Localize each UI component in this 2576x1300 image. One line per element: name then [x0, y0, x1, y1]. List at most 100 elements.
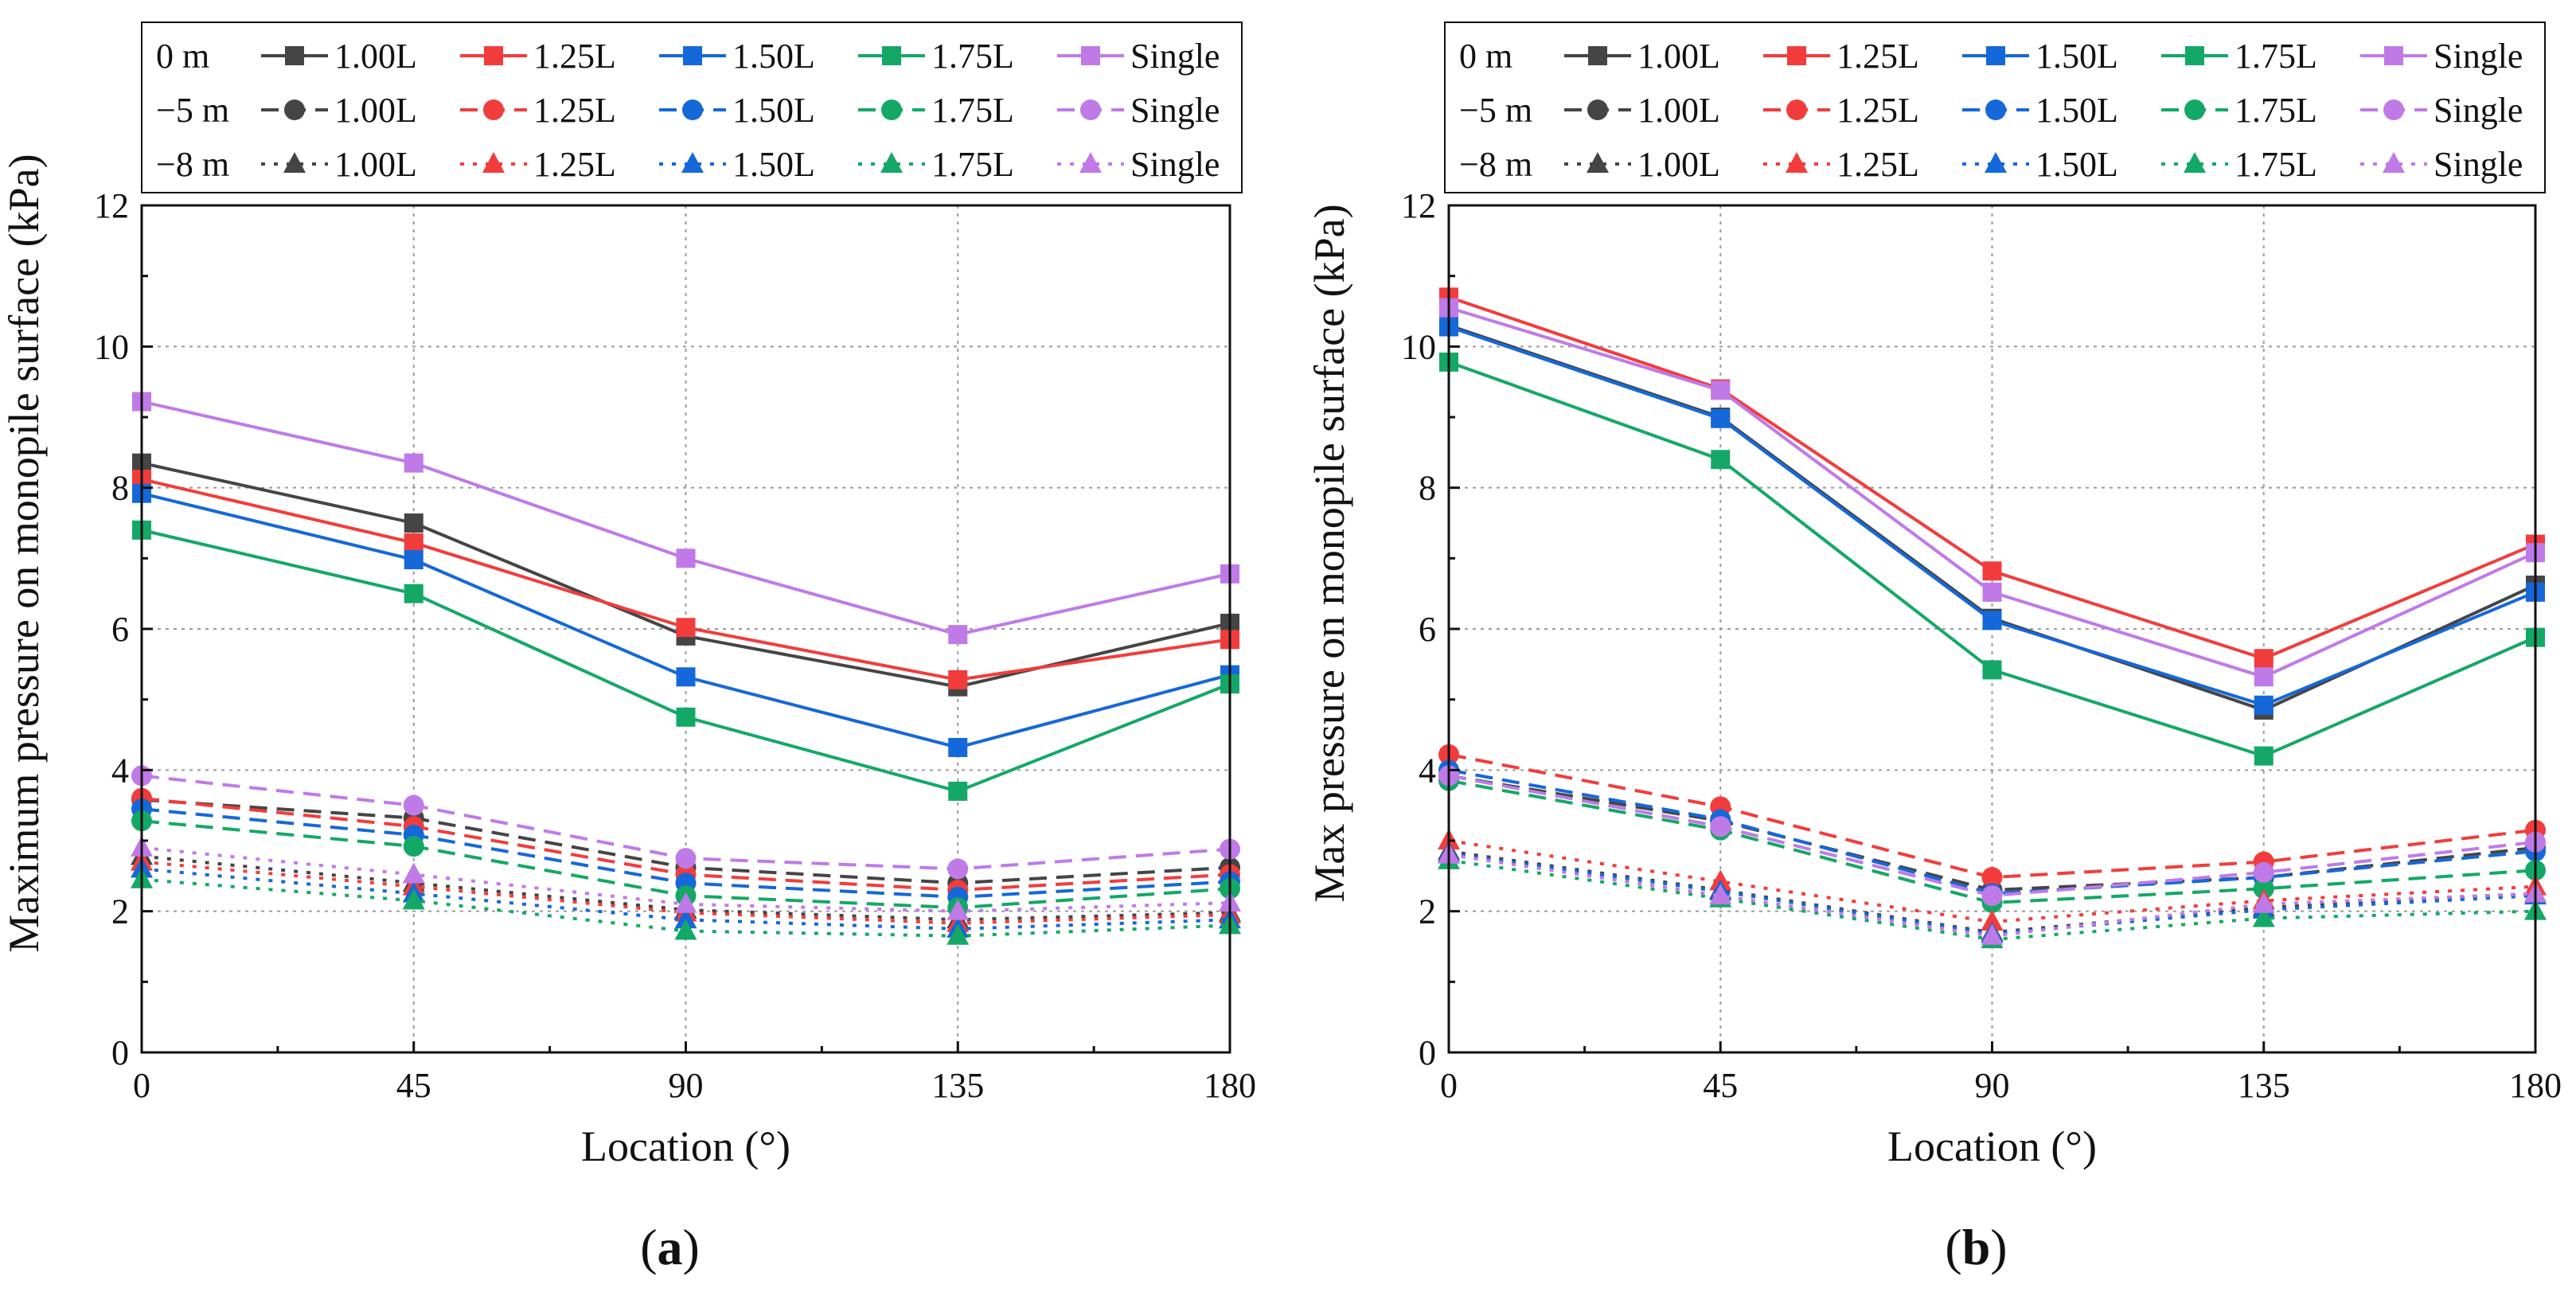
panel-a-ytick-label-0: 0: [111, 1033, 129, 1072]
panel-a-legend-depth-5-m: −5 m: [156, 91, 229, 130]
panel-a-panel-label: (a): [640, 1219, 700, 1275]
panel-a-legend-5-m-1-00l-marker: [284, 100, 305, 120]
panel-a-legend-8-m-1-25l-marker: [482, 152, 505, 173]
panel-b-ytick-label-10: 10: [1401, 327, 1436, 366]
panel-b-series-1-25l-5-m-point-90: [1981, 867, 2003, 888]
panel-a-legend-0-m-1-00l-marker: [285, 46, 304, 65]
panel-b-xtick-label-135: 135: [2238, 1066, 2290, 1105]
panel-b-legend-0-m-1-00l-marker: [1588, 46, 1607, 65]
panel-b-legend-0-m-1-25l-label: 1.25L: [1836, 37, 1919, 76]
panel-b-ytick-label-12: 12: [1401, 186, 1436, 225]
panel-a-legend-5-m-1-50l-label: 1.50L: [732, 91, 815, 130]
panel-b-series-single-0-m-point-90: [1982, 582, 2002, 602]
panel-b-legend-5-m-1-00l: 1.00L: [1564, 91, 1720, 130]
panel-a-series-single-8-m-line: [141, 845, 1231, 913]
panel-b-legend-0-m-1-25l: 1.25L: [1763, 37, 1919, 76]
panel-a-series-1-00l-8-m-line: [141, 854, 1231, 922]
panel-a-legend-8-m-1-25l: 1.25L: [460, 145, 616, 184]
panel-a-xtick-label-45: 45: [396, 1066, 431, 1105]
panel-b-series-1-75l-8-m-point-135: [2252, 906, 2275, 927]
panel-a-x-axis-label: Location (°): [581, 1122, 790, 1170]
panel-a-legend-5-m-1-75l-marker: [881, 100, 902, 120]
panel-b-legend-5-m-1-75l: 1.75L: [2161, 91, 2317, 130]
panel-a-series-single-0-m-point-90: [676, 548, 696, 568]
panel-a-series-1-25l-8-m-line: [141, 860, 1231, 925]
panel-b-legend-0-m-1-00l: 1.00L: [1564, 37, 1720, 76]
panel-a-ytick-label-6: 6: [111, 610, 129, 649]
panel-a-legend-0-m-1-50l: 1.50L: [659, 37, 815, 76]
panel-a-ytick-label-2: 2: [111, 892, 129, 931]
panel-b-legend-5-m-1-50l: 1.50L: [1962, 91, 2118, 130]
panel-b-legend-8-m-1-50l-marker: [1985, 152, 2007, 173]
panel-b-series-single-0-m-point-45: [1711, 381, 1731, 400]
panel-a-legend-8-m-1-75l-marker: [880, 152, 903, 173]
panel-a-series-single-0-m-point-45: [404, 453, 423, 473]
panel-a-legend-0-m-1-75l-label: 1.75L: [931, 37, 1014, 76]
panel-b-legend-8-m-single: Single: [2360, 145, 2523, 184]
panel-a-legend-8-m-1-00l-marker: [283, 152, 306, 173]
panel-b-legend-5-m-1-50l-label: 1.50L: [2035, 91, 2118, 130]
panel-a-ytick-label-12: 12: [94, 186, 129, 225]
panel-b-legend-8-m-1-75l-label: 1.75L: [2234, 145, 2317, 184]
panel-a-legend-5-m-single-marker: [1080, 100, 1101, 120]
panel-a-legend-8-m-single-marker: [1079, 152, 1102, 173]
panel-b-series-single-5-m-point-45: [1710, 816, 1731, 837]
panel-a-series-single-8-m-point-135: [946, 899, 970, 920]
panel-a-series-single-8-m-point-45: [402, 862, 425, 884]
panel-a-legend-5-m-1-25l: 1.25L: [460, 91, 616, 130]
panel-b-series-single-8-m: [1438, 842, 2547, 945]
panel-a-series-1-25l-0-m-point-45: [404, 533, 423, 552]
panel-b-legend-8-m-1-25l: 1.25L: [1763, 145, 1919, 184]
panel-a-series-1-50l-8-m-line: [141, 867, 1231, 931]
panel-b-series-single-0-m-point-135: [2254, 667, 2274, 687]
chart-panel-b: 0 2 4 6 8 10 12 0 45 90 135 180 Location (°) Max pres…: [1306, 21, 2562, 1275]
panel-b-series-1-50l-0-m-point-45: [1711, 408, 1731, 428]
panel-b-legend-depth-5-m: −5 m: [1459, 91, 1532, 130]
panel-b-legend-8-m-1-00l-label: 1.00L: [1637, 145, 1720, 184]
panel-a-xtick-label-180: 180: [1204, 1066, 1256, 1105]
panel-b-legend-5-m-1-50l-marker: [1985, 100, 2006, 120]
panel-a-legend-5-m-1-00l: 1.00L: [261, 91, 417, 130]
panel-a-legend-8-m-1-50l-marker: [681, 152, 704, 173]
panel-a-ytick-label-10: 10: [94, 327, 129, 366]
panel-b-legend-0-m-1-50l-marker: [1986, 46, 2005, 65]
panel-a-legend-0-m-1-25l: 1.25L: [460, 37, 616, 76]
panel-b-legend-8-m-1-50l-label: 1.50L: [2035, 145, 2118, 184]
panel-a-series-1-50l-0-m-point-45: [404, 550, 423, 570]
panel-a-legend-0-m-single-label: Single: [1130, 37, 1220, 76]
panel-b-y-axis-label: Max pressure on monopile surface (kPa): [1306, 204, 1353, 902]
panel-a-legend-8-m-1-25l-label: 1.25L: [533, 145, 616, 184]
panel-a-legend-0-m-1-75l-marker: [882, 46, 901, 65]
panel-a-series: [131, 392, 1241, 945]
panel-b-legend-0-m-single: Single: [2360, 37, 2523, 76]
panel-b-series-1-75l-5-m-point-135: [2253, 878, 2274, 900]
panel-b-legend-5-m-1-25l-label: 1.25L: [1836, 91, 1919, 130]
panel-a-series-single-5-m-point-90: [675, 848, 697, 869]
panel-b-series-1-50l-0-m-point-90: [1982, 611, 2002, 630]
panel-a-xtick-label-135: 135: [931, 1066, 984, 1105]
panel-b-axes: 0 2 4 6 8 10 12 0 45 90 135 180: [1401, 186, 2562, 1105]
panel-a-legend-8-m-1-00l: 1.00L: [261, 145, 417, 184]
panel-b-xtick-label-0: 0: [1440, 1066, 1458, 1105]
panel-a-series-1-75l-8-m-point-135: [946, 923, 970, 945]
panel-b-legend-5-m-1-75l-label: 1.75L: [2234, 91, 2317, 130]
panel-a-series-1-50l-0-m-point-90: [676, 667, 696, 687]
panel-a-series-1-25l-0-m-point-135: [948, 670, 968, 689]
panel-b-xtick-label-90: 90: [1975, 1066, 2010, 1105]
panel-a-legend-8-m-single-label: Single: [1130, 145, 1220, 184]
panel-a-series-1-75l-5-m-point-45: [403, 836, 424, 857]
panel-b-series-1-25l-0-m-point-90: [1982, 561, 2002, 581]
panel-b-series-1-75l-0-m-point-45: [1711, 450, 1731, 470]
panel-b-series-single-0-m: [1439, 298, 2545, 687]
panel-b-series-single-5-m-point-135: [2253, 861, 2274, 883]
panel-b-xtick-label-180: 180: [2509, 1066, 2562, 1105]
panel-b-legend-8-m-1-50l: 1.50L: [1962, 145, 2118, 184]
panel-b-legend-0-m-1-00l-label: 1.00L: [1637, 37, 1720, 76]
panel-b-ytick-label-2: 2: [1419, 892, 1436, 931]
panel-a-legend-8-m-1-75l: 1.75L: [858, 145, 1014, 184]
panel-b-legend-8-m-1-00l: 1.00L: [1564, 145, 1720, 184]
panel-b-ytick-label-6: 6: [1419, 610, 1436, 649]
panel-b-panel-label: (b): [1945, 1219, 2007, 1275]
panel-a-legend-5-m-1-75l: 1.75L: [858, 91, 1014, 130]
